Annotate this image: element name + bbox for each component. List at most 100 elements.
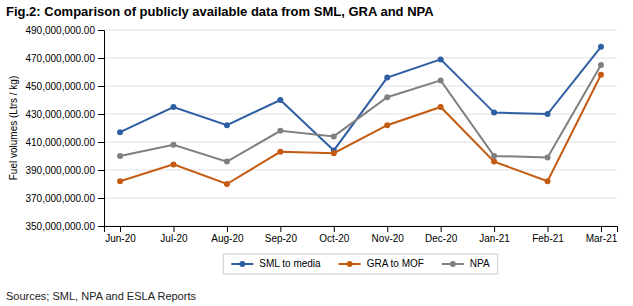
- legend-label: SML to media: [259, 258, 321, 269]
- tick: Feb-21: [532, 226, 564, 244]
- tick-mark: [120, 226, 121, 232]
- tick-mark: [173, 226, 174, 232]
- tick: 410,000,000.00: [25, 137, 104, 148]
- grid-line: [104, 198, 617, 199]
- series-marker: [438, 56, 444, 62]
- series-marker: [170, 161, 176, 167]
- grid-line: [104, 30, 617, 31]
- tick-mark: [494, 226, 495, 232]
- title: Fig.2: Comparison of publicly available …: [6, 4, 434, 19]
- grid-line: [104, 58, 617, 59]
- marks: [117, 44, 604, 187]
- tick: 370,000,000.00: [25, 193, 104, 204]
- tick-mark: [98, 226, 104, 227]
- tick-mark: [441, 226, 442, 232]
- tick-label: Sep-20: [265, 233, 298, 244]
- series-marker: [117, 178, 123, 184]
- tick-label: Feb-21: [532, 233, 564, 244]
- tick-mark: [98, 170, 104, 171]
- legend-item: GRA to MOF: [339, 258, 424, 269]
- tick-mark: [98, 198, 104, 199]
- series-marker: [224, 159, 230, 165]
- series-marker: [277, 149, 283, 155]
- series-marker: [170, 142, 176, 148]
- tick-label: 430,000,000.00: [25, 109, 95, 120]
- tick: Sep-20: [265, 226, 298, 244]
- tick-label: 410,000,000.00: [25, 137, 95, 148]
- series-line: [120, 75, 601, 184]
- y-axis-title: Fuel volumes (Ltrs / kg): [8, 76, 19, 180]
- series-marker: [438, 104, 444, 110]
- tick-label: Nov-20: [372, 233, 405, 244]
- tick-label: Mar-21: [586, 233, 618, 244]
- grid-line: [104, 86, 617, 87]
- series-marker: [545, 178, 551, 184]
- tick: 390,000,000.00: [25, 165, 104, 176]
- subtitle: Sources; SML, NPA and ESLA Reports: [6, 290, 196, 302]
- x-axis: Jun-20 Jul-20 Aug-20 Sep-20 Oct-20 Nov-20 Dec-…: [105, 226, 618, 244]
- tick-label: Aug-20: [211, 233, 244, 244]
- tick-label: Oct-20: [319, 233, 349, 244]
- series-line: [120, 65, 601, 162]
- tick: 450,000,000.00: [25, 81, 104, 92]
- tick-mark: [548, 226, 549, 232]
- tick-mark: [601, 226, 602, 232]
- tick-mark: [227, 226, 228, 232]
- tick: Aug-20: [211, 226, 244, 244]
- series-marker: [598, 44, 604, 50]
- tick-label: 450,000,000.00: [25, 81, 95, 92]
- tick-mark: [98, 86, 104, 87]
- tick-mark: [387, 226, 388, 232]
- tick-label: 490,000,000.00: [25, 25, 95, 36]
- tick-label: Jan-21: [479, 233, 510, 244]
- tick-label: Jul-20: [160, 233, 188, 244]
- series-marker: [117, 153, 123, 159]
- y-axis: 350,000,000.00 370,000,000.00 390,000,000.…: [25, 25, 104, 232]
- tick: Nov-20: [372, 226, 405, 244]
- tick: 350,000,000.00: [25, 221, 104, 232]
- tick-mark: [280, 226, 281, 232]
- axis-domain: [105, 227, 618, 233]
- tick-label: Jun-20: [105, 233, 136, 244]
- tick: Oct-20: [319, 226, 349, 244]
- legend: SML to media GRA to MOF NPA: [223, 254, 497, 274]
- tick-mark: [98, 114, 104, 115]
- legend-marker: [347, 261, 353, 267]
- legend-marker: [450, 261, 456, 267]
- chart: Fig.2: Comparison of publicly available …: [0, 0, 633, 306]
- tick: Dec-20: [425, 226, 458, 244]
- grid-line: [104, 170, 617, 171]
- tick: Jun-20: [105, 226, 136, 244]
- tick-label: 370,000,000.00: [25, 193, 95, 204]
- tick-label: 350,000,000.00: [25, 221, 95, 232]
- series-marker: [224, 181, 230, 187]
- series-marker: [384, 94, 390, 100]
- series-marker: [384, 122, 390, 128]
- series-marker: [598, 72, 604, 78]
- series-marker: [170, 104, 176, 110]
- plot: 350,000,000.00 370,000,000.00 390,000,000.…: [25, 25, 617, 244]
- tick: 490,000,000.00: [25, 25, 104, 36]
- tick-mark: [98, 58, 104, 59]
- series-marker: [438, 77, 444, 83]
- legend-label: GRA to MOF: [367, 258, 424, 269]
- axis-domain: [98, 31, 105, 227]
- tick-label: 470,000,000.00: [25, 53, 95, 64]
- series-marker: [545, 154, 551, 160]
- series-marker: [331, 150, 337, 156]
- tick-mark: [98, 30, 104, 31]
- tick: Jan-21: [479, 226, 510, 244]
- tick: Jul-20: [160, 226, 188, 244]
- tick-label: 390,000,000.00: [25, 165, 95, 176]
- legend-item: NPA: [442, 258, 490, 269]
- legend-label: NPA: [470, 258, 490, 269]
- tick: 430,000,000.00: [25, 109, 104, 120]
- series-marker: [545, 111, 551, 117]
- tick: 470,000,000.00: [25, 53, 104, 64]
- tick: Mar-21: [586, 226, 618, 244]
- legend-marker: [239, 261, 245, 267]
- series-marker: [491, 110, 497, 116]
- legend-item: SML to media: [231, 258, 321, 269]
- series-marker: [277, 128, 283, 134]
- series-marker: [224, 122, 230, 128]
